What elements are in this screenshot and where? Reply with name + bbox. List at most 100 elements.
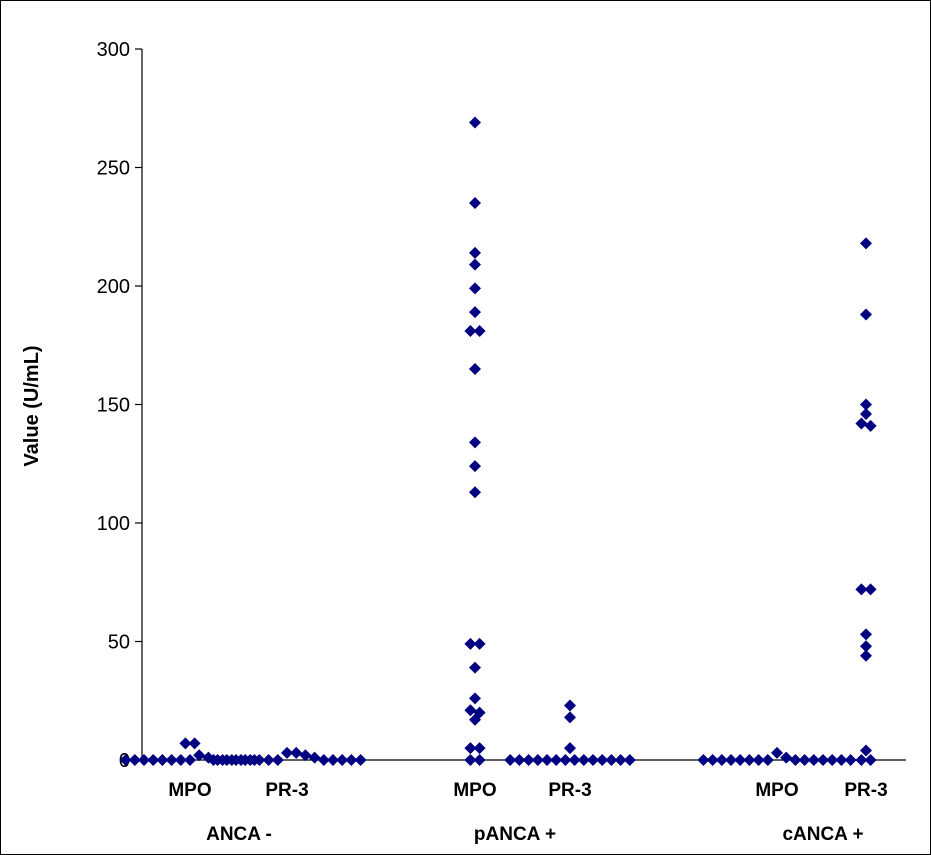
data-point <box>469 436 481 449</box>
y-tick-label: 150 <box>97 395 130 417</box>
data-point <box>473 637 486 650</box>
data-point <box>165 754 178 766</box>
data-point <box>817 754 829 766</box>
data-point <box>179 737 192 750</box>
data-point <box>336 754 349 766</box>
series-label: PR-3 <box>844 780 887 801</box>
data-point <box>464 754 477 766</box>
data-point <box>864 583 877 596</box>
data-point <box>469 282 481 295</box>
data-point <box>469 246 481 259</box>
data-point <box>587 754 599 766</box>
data-point <box>860 628 872 641</box>
series-label: MPO <box>755 780 798 801</box>
data-point <box>464 704 477 717</box>
data-point <box>345 754 358 766</box>
data-point <box>262 754 275 766</box>
data-point <box>469 460 481 473</box>
y-tick-label: 200 <box>97 276 130 298</box>
data-point <box>860 237 872 250</box>
data-point <box>826 754 839 766</box>
data-point <box>855 417 868 430</box>
data-point <box>156 754 169 766</box>
data-point <box>469 306 481 319</box>
data-point <box>327 754 339 766</box>
y-tick-label: 300 <box>97 39 130 61</box>
data-point <box>564 711 576 724</box>
data-point <box>577 754 590 766</box>
data-point <box>308 751 321 764</box>
data-point <box>147 754 160 766</box>
data-point <box>290 746 303 759</box>
axes: 050100150200250300 <box>97 39 906 772</box>
data-point <box>513 754 526 766</box>
data-point <box>469 713 481 726</box>
data-point <box>550 754 563 766</box>
group-label: ANCA - <box>206 824 272 845</box>
data-point <box>807 754 820 766</box>
x-axis-labels: MPO PR-3 ANCA - MPO PR-3 pANCA + MPO PR-3 cANCA … <box>168 780 887 845</box>
data-point <box>568 754 581 766</box>
data-point <box>860 407 872 420</box>
y-tick-label: 250 <box>97 158 130 180</box>
data-point <box>281 746 293 759</box>
data-point <box>761 754 774 766</box>
data-point <box>253 754 266 766</box>
data-point <box>522 754 535 766</box>
data-point <box>752 754 765 766</box>
data-point <box>469 692 481 705</box>
data-point <box>564 699 576 712</box>
series-label: MPO <box>453 780 496 801</box>
data-point <box>119 754 132 766</box>
data-point <box>128 754 141 766</box>
data-point <box>564 742 576 755</box>
data-point <box>860 398 872 411</box>
y-axis-label: Value (U/mL) <box>21 345 43 466</box>
data-point <box>855 754 868 766</box>
data-point <box>725 754 737 766</box>
data-point <box>798 754 811 766</box>
data-point <box>207 754 220 766</box>
data-point <box>174 754 187 766</box>
data-point <box>706 754 719 766</box>
group-label: cANCA + <box>782 824 863 845</box>
data-point <box>317 754 330 766</box>
data-point <box>855 583 868 596</box>
data-point <box>614 754 627 766</box>
data-point <box>844 754 857 766</box>
data-point <box>469 661 481 674</box>
data-point <box>605 754 618 766</box>
data-point <box>225 754 238 766</box>
group-label: pANCA + <box>474 824 556 845</box>
data-point <box>216 754 229 766</box>
data-point <box>531 754 544 766</box>
data-point <box>188 737 201 750</box>
data-point <box>299 749 312 762</box>
data-points <box>119 116 877 766</box>
data-point <box>780 751 793 764</box>
data-point <box>469 362 481 375</box>
data-point <box>354 754 367 766</box>
data-point <box>623 754 636 766</box>
data-point <box>235 754 247 766</box>
data-point <box>734 754 747 766</box>
data-point <box>473 325 486 338</box>
data-point <box>469 197 481 210</box>
data-point <box>743 754 756 766</box>
data-point <box>715 754 728 766</box>
y-tick-label: 50 <box>108 632 130 654</box>
data-point <box>559 754 572 766</box>
data-point <box>244 754 257 766</box>
data-point <box>864 754 877 766</box>
data-point <box>464 742 477 755</box>
data-point <box>473 742 486 755</box>
data-point <box>860 640 872 653</box>
data-point <box>504 754 517 766</box>
series-label: PR-3 <box>265 780 308 801</box>
data-point <box>864 419 877 432</box>
y-tick-label: 100 <box>97 513 130 535</box>
data-point <box>596 754 609 766</box>
data-point <box>473 754 486 766</box>
